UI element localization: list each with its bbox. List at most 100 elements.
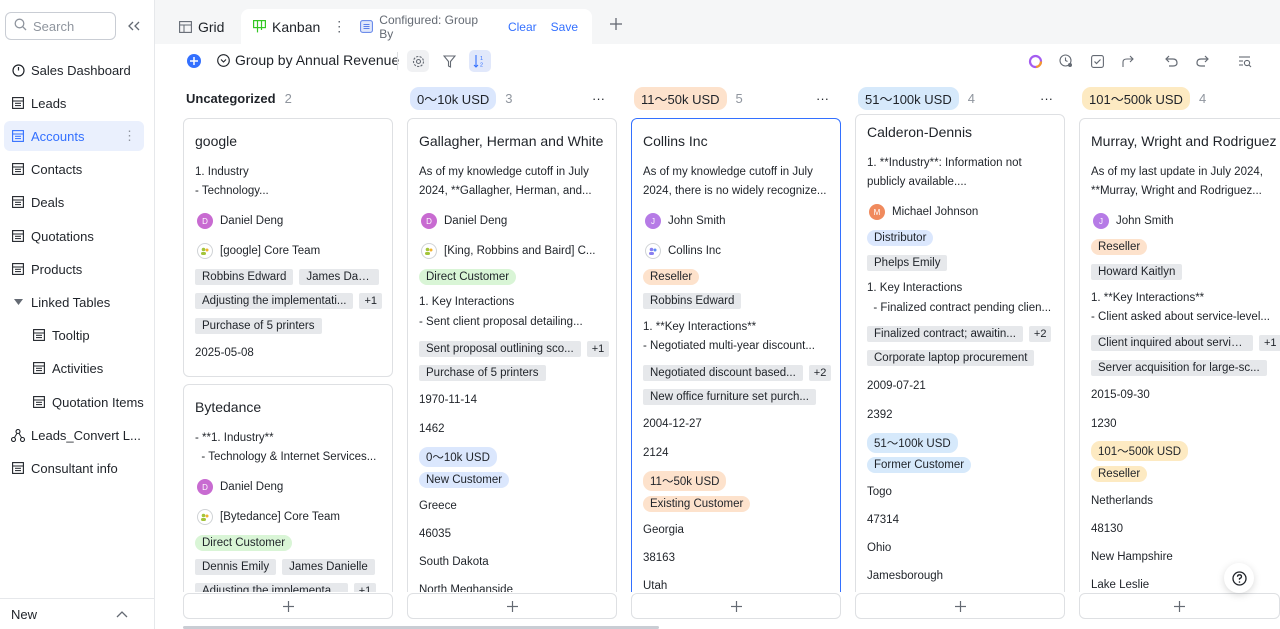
search-placeholder: Search: [33, 18, 75, 34]
more-count: +1: [359, 293, 383, 309]
tab-grid[interactable]: Grid: [179, 9, 224, 44]
sidebar-item-activities[interactable]: Activities: [4, 353, 144, 383]
sidebar-item-contacts[interactable]: Contacts: [4, 154, 144, 184]
card-text: - Sent client proposal detailing...: [419, 316, 583, 328]
activity-tag: Client inquired about servic...: [1091, 335, 1253, 351]
card-text: 1. **Industry**: Information not: [867, 157, 1022, 169]
add-card-button[interactable]: [407, 593, 617, 619]
settings-button[interactable]: [407, 50, 429, 72]
share-button[interactable]: [1120, 52, 1138, 70]
sidebar-item-quotation-items[interactable]: Quotation Items: [4, 387, 144, 417]
column-more-icon[interactable]: ···: [816, 90, 829, 106]
settings-icon: [412, 55, 424, 67]
sidebar-item-leads-convert[interactable]: Leads_Convert L...: [4, 420, 144, 450]
group-by-button[interactable]: Group by Annual Revenue: [217, 52, 399, 68]
add-view-button[interactable]: [610, 17, 622, 35]
add-card-button[interactable]: [631, 593, 841, 619]
search-input[interactable]: Search: [5, 12, 116, 40]
horizontal-scrollbar[interactable]: [183, 626, 659, 629]
add-card-button[interactable]: [1079, 593, 1280, 619]
sidebar-item-consultant-info[interactable]: Consultant info: [4, 453, 144, 483]
table-icon: [11, 162, 25, 176]
record-card[interactable]: Calderon-Dennis 1. **Industry**: Informa…: [855, 114, 1065, 592]
table-icon: [11, 229, 25, 243]
tag-row: 101～500k USD: [1091, 441, 1194, 461]
contact-tag: Robbins Edward: [643, 293, 742, 309]
record-card[interactable]: google 1. Industry - Technology... D Dan…: [183, 118, 393, 377]
sidebar-item-label: Leads: [31, 95, 67, 111]
undo-button[interactable]: [1162, 52, 1180, 70]
column-more-icon[interactable]: ···: [1040, 90, 1053, 106]
owner: D Daniel Deng: [421, 213, 507, 229]
card-number: 1230: [1091, 418, 1117, 430]
column-name: 51～100k USD: [858, 86, 959, 110]
tag-row: Negotiated discount based... +2: [643, 365, 832, 381]
config-icon: [360, 20, 374, 33]
customer-type-chip: Direct Customer: [419, 269, 517, 285]
ai-assistant-button[interactable]: [1026, 52, 1044, 70]
team: Collins Inc: [645, 243, 721, 259]
sidebar-item-label: Sales Dashboard: [31, 62, 131, 78]
tag-row: Reseller: [1091, 239, 1153, 255]
sidebar-item-label: Products: [31, 261, 83, 277]
column-11-50k: Collins Inc As of my knowledge cutoff in…: [631, 118, 841, 592]
avatar: J: [1093, 213, 1109, 229]
owner: D Daniel Deng: [197, 213, 283, 229]
help-button[interactable]: [1224, 563, 1254, 593]
caret-down-icon[interactable]: [11, 295, 25, 309]
search-records-button[interactable]: [1236, 52, 1254, 70]
sidebar-item-label: Quotations: [31, 228, 94, 244]
sidebar-item-sales-dashboard[interactable]: Sales Dashboard: [4, 55, 144, 85]
contact-tag: Dennis Emily: [195, 559, 277, 575]
customer-status-chip: Former Customer: [867, 457, 972, 473]
team-name: [Bytedance] Core Team: [220, 511, 340, 523]
add-card-button[interactable]: [855, 593, 1065, 619]
sidebar-item-deals[interactable]: Deals: [4, 187, 144, 217]
add-record-button[interactable]: [187, 54, 201, 68]
tag-row: Robbins Edward James Dan...: [195, 269, 385, 285]
check-button[interactable]: [1088, 52, 1106, 70]
tag-row: Howard Kaitlyn: [1091, 264, 1188, 280]
tag-row: Adjusting the implementa... +1: [195, 583, 377, 592]
sidebar-item-products[interactable]: Products: [4, 254, 144, 284]
card-country: Netherlands: [1091, 495, 1154, 507]
card-date: 2004-12-27: [643, 418, 702, 430]
save-button[interactable]: Save: [550, 19, 578, 34]
column-more-icon[interactable]: ···: [592, 90, 605, 106]
record-card-selected[interactable]: Collins Inc As of my knowledge cutoff in…: [631, 118, 841, 592]
card-zip: 38163: [643, 552, 675, 564]
tab-kanban[interactable]: Kanban ⋮ Configured: Group By Clear Save: [241, 9, 592, 44]
redo-button[interactable]: [1194, 52, 1212, 70]
record-card[interactable]: Gallagher, Herman and White As of my kno…: [407, 118, 617, 592]
card-state: Utah: [643, 580, 668, 592]
automation-button[interactable]: [1057, 52, 1075, 70]
record-card[interactable]: Bytedance - **1. Industry** - Technology…: [183, 384, 393, 592]
team-icon: [645, 243, 661, 259]
add-card-button[interactable]: [183, 593, 393, 619]
svg-text:2: 2: [480, 63, 483, 69]
collapse-sidebar-button[interactable]: [124, 16, 144, 36]
linked-icon: [11, 428, 25, 442]
record-card[interactable]: Murray, Wright and Rodriguez As of my la…: [1079, 118, 1280, 592]
sidebar-item-linked-tables[interactable]: Linked Tables: [4, 287, 144, 317]
tab-more-icon[interactable]: ⋮: [332, 18, 347, 34]
owner: M Michael Johnson: [869, 204, 978, 220]
customer-type-chip: Reseller: [643, 269, 700, 285]
sidebar-item-leads[interactable]: Leads: [4, 88, 144, 118]
add-icon: [954, 600, 966, 612]
avatar: M: [869, 204, 885, 220]
avatar: J: [645, 213, 661, 229]
filter-button[interactable]: [438, 50, 460, 72]
sidebar-item-tooltip[interactable]: Tooltip: [4, 320, 144, 350]
sidebar-item-quotations[interactable]: Quotations: [4, 221, 144, 251]
grid-icon: [179, 20, 192, 33]
new-button[interactable]: New: [0, 598, 155, 629]
customer-status-chip: Reseller: [1091, 466, 1148, 482]
sidebar-item-accounts[interactable]: Accounts ⋮: [4, 121, 144, 151]
more-icon[interactable]: ⋮: [123, 128, 136, 143]
contact-tag: James Dan...: [299, 269, 380, 285]
clear-button[interactable]: Clear: [507, 19, 537, 34]
column-header-11-50k: 11～50k USD 5: [634, 86, 743, 110]
